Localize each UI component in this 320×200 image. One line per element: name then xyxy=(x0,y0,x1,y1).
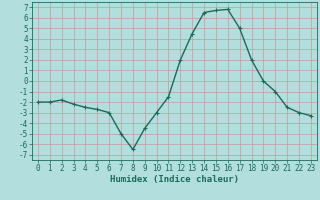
X-axis label: Humidex (Indice chaleur): Humidex (Indice chaleur) xyxy=(110,175,239,184)
